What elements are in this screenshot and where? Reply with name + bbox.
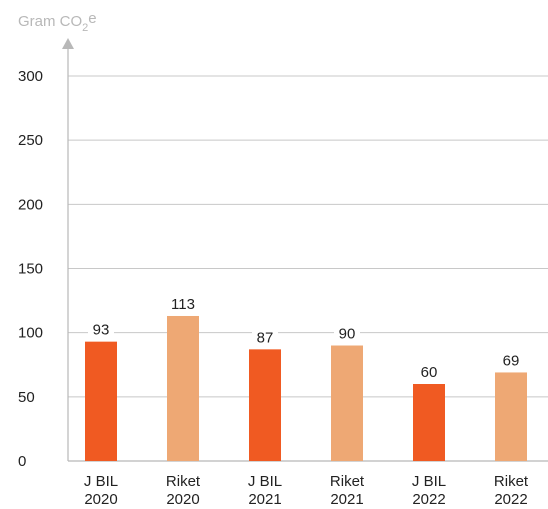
y-tick-label: 200 <box>18 196 43 213</box>
y-tick-label: 300 <box>18 68 43 85</box>
y-tick-label: 150 <box>18 261 43 278</box>
data-label-background <box>334 324 360 342</box>
y-tick-label: 100 <box>18 325 43 342</box>
x-tick-label: J BIL <box>84 473 118 490</box>
bars <box>85 315 527 461</box>
x-tick-label: Riket <box>166 473 201 490</box>
x-tick-label: 2020 <box>84 491 117 508</box>
x-tick-label: Riket <box>330 473 365 490</box>
x-tick-label: J BIL <box>248 473 282 490</box>
x-tick-label: 2021 <box>248 491 281 508</box>
x-tick-label: 2021 <box>330 491 363 508</box>
bar <box>413 384 445 461</box>
y-axis-unit-prefix: Gram CO <box>18 13 82 30</box>
data-label: 90 <box>339 326 356 343</box>
bar <box>331 345 363 461</box>
data-label: 113 <box>171 296 195 313</box>
bar <box>167 315 199 461</box>
y-axis-unit-suffix: e <box>88 10 96 27</box>
data-label: 69 <box>503 352 520 369</box>
data-label: 87 <box>257 329 274 346</box>
bar <box>495 372 527 461</box>
y-tick-label: 50 <box>18 389 35 406</box>
x-tick-label: 2022 <box>494 491 527 508</box>
data-label: 93 <box>93 322 110 339</box>
data-label-background <box>498 351 524 369</box>
data-label-background <box>252 328 278 346</box>
y-axis: 0 50 100 150 200 250 300 <box>18 38 548 470</box>
x-tick-label: 2020 <box>166 491 199 508</box>
y-axis-arrow-icon <box>62 38 74 49</box>
bar <box>85 341 117 461</box>
x-tick-label: Riket <box>494 473 529 490</box>
y-axis-unit-label: Gram CO2e <box>18 10 97 34</box>
y-axis-unit-subscript: 2 <box>82 22 88 34</box>
gridlines <box>68 75 548 398</box>
data-label: 60 <box>421 364 438 381</box>
y-tick-label: 0 <box>18 453 26 470</box>
data-label-background <box>416 363 442 380</box>
data-label-background <box>165 294 201 312</box>
x-tick-label: 2022 <box>412 491 445 508</box>
x-tick-label: J BIL <box>412 473 446 490</box>
bar <box>249 349 281 461</box>
data-label-background <box>88 320 114 338</box>
y-tick-label: 250 <box>18 132 43 149</box>
